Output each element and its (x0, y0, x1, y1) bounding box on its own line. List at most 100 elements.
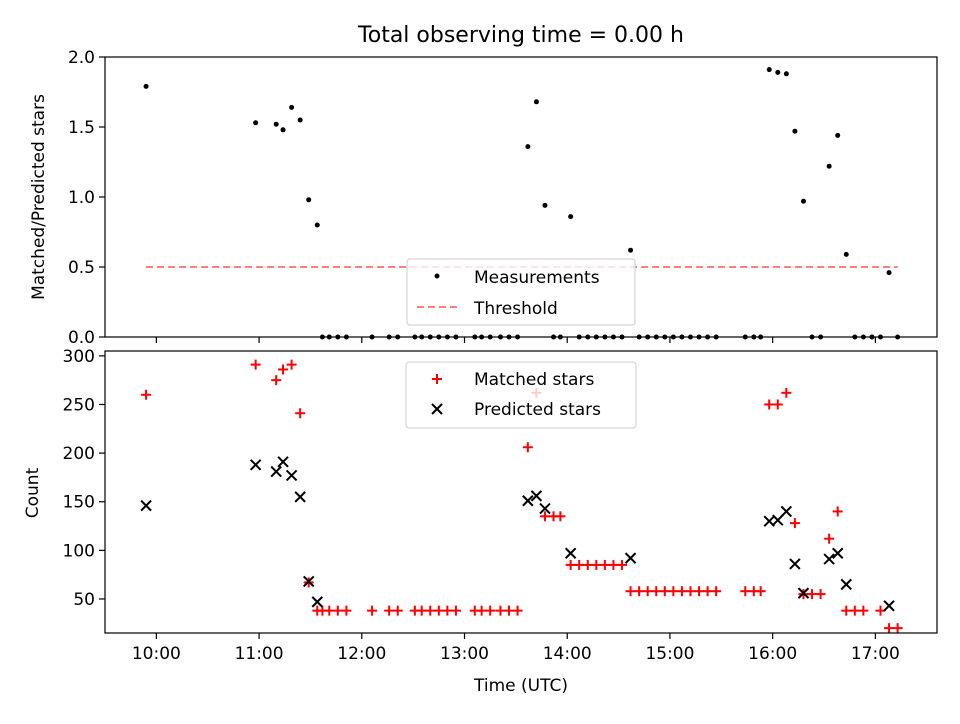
top-y-tick-label: 0.0 (68, 328, 95, 348)
measurement-point (800, 198, 806, 204)
matched-star-point (824, 533, 835, 544)
predicted-star-point (140, 499, 152, 512)
matched-star-point (668, 586, 679, 597)
measurement-point (568, 214, 574, 220)
legend-matched-label: Matched stars (474, 370, 594, 390)
matched-star-point (522, 442, 533, 453)
predicted-star-point (797, 587, 810, 599)
matched-star-point (512, 605, 523, 616)
x-tick-label: 11:00 (235, 644, 284, 664)
matched-star-point (141, 389, 152, 400)
matched-star-point (392, 605, 403, 616)
matched-star-point (286, 359, 297, 370)
bottom-y-tick-label: 100 (63, 541, 95, 561)
matched-star-point (702, 586, 713, 597)
predicted-star-point (270, 465, 282, 478)
x-tick-label: 14:00 (543, 644, 592, 664)
legend-top-box (406, 258, 636, 326)
matched-star-point (504, 605, 515, 616)
matched-star-point (711, 586, 722, 597)
matched-star-point (755, 586, 766, 597)
matched-star-point (271, 375, 282, 386)
matched-star-point (442, 605, 453, 616)
matched-star-point (651, 586, 662, 597)
measurement-point (253, 120, 259, 126)
chart-title: Total observing time = 0.00 h (357, 23, 684, 48)
measurement-point (289, 104, 295, 110)
top-y-tick-label: 1.5 (68, 118, 95, 138)
matched-star-point (332, 605, 343, 616)
predicted-star-point (772, 514, 784, 526)
legend-matched-marker (432, 374, 442, 384)
matched-star-point (642, 586, 653, 597)
matched-star-point (341, 605, 352, 616)
matched-star-point (858, 605, 869, 616)
x-ticks: 10:00 11:00 12:00 13:00 14:00 15:00 16:00 17:00 (132, 337, 900, 664)
x-tick-label: 17:00 (851, 644, 900, 664)
bottom-axes-frame (104, 350, 938, 634)
legend-measurements-label: Measurements (474, 268, 600, 288)
predicted-star-point (564, 547, 577, 559)
top-y-tick-label: 0.5 (68, 258, 95, 278)
matched-star-point (832, 506, 843, 517)
matched-star-point (841, 605, 852, 616)
matched-star-point (608, 559, 619, 570)
matched-star-point (694, 586, 705, 597)
matched-star-point (324, 605, 335, 616)
matched-star-point (625, 586, 636, 597)
measurement-point (628, 247, 634, 253)
measurement-point (792, 128, 798, 134)
measurement-point (886, 270, 892, 276)
matched-star-point (634, 586, 645, 597)
measurement-point (280, 127, 286, 133)
predicted-star-point (840, 578, 852, 591)
x-tick-label: 15:00 (645, 644, 694, 664)
measurement-point (273, 121, 279, 127)
predicted-star-point (883, 600, 895, 612)
measurement-point (783, 71, 789, 77)
bottom-plot-area (140, 359, 903, 634)
x-tick-label: 16:00 (748, 644, 797, 664)
y-axis-label-top: Matched/Predicted stars (29, 94, 49, 300)
predicted-star-point (522, 495, 534, 507)
matched-star-point (582, 559, 593, 570)
measurement-point (525, 144, 531, 150)
matched-star-point (565, 559, 576, 570)
measurement-point (826, 163, 832, 169)
legend-measurements-marker (434, 273, 440, 279)
bottom-y-tick-label: 50 (73, 590, 95, 610)
measurement-point (306, 197, 312, 203)
matched-star-point (450, 605, 461, 616)
measurement-point (297, 117, 303, 123)
bottom-y-tick-label: 300 (63, 347, 95, 367)
measurement-point (766, 67, 772, 73)
predicted-star-point (789, 558, 801, 570)
matched-star-point (555, 511, 566, 522)
legend-bottom-box (405, 361, 637, 429)
predicted-star-point (285, 469, 298, 482)
measurement-point (835, 132, 841, 138)
matched-star-point (416, 605, 427, 616)
x-tick-label: 13:00 (440, 644, 489, 664)
bottom-y-tick-label: 150 (63, 493, 95, 513)
matched-star-point (659, 586, 670, 597)
bottom-y-tick-label: 250 (63, 395, 95, 415)
matched-star-point (617, 559, 628, 570)
matched-star-point (849, 605, 860, 616)
measurement-point (542, 202, 548, 208)
predicted-star-point (277, 456, 289, 468)
bottom-y-ticks: 50 100 150 200 250 300 (63, 347, 105, 610)
matched-star-point (740, 586, 751, 597)
matched-star-point (384, 605, 395, 616)
measurement-point (843, 251, 849, 257)
y-axis-label-bottom: Count (23, 467, 43, 518)
matched-star-point (815, 589, 826, 600)
measurement-point (143, 83, 149, 89)
predicted-star-point (249, 459, 262, 471)
matched-star-point (574, 559, 585, 570)
x-tick-label: 10:00 (132, 644, 181, 664)
matched-star-point (875, 605, 886, 616)
legend-threshold-label: Threshold (473, 299, 558, 319)
legend-predicted-marker (431, 403, 443, 415)
